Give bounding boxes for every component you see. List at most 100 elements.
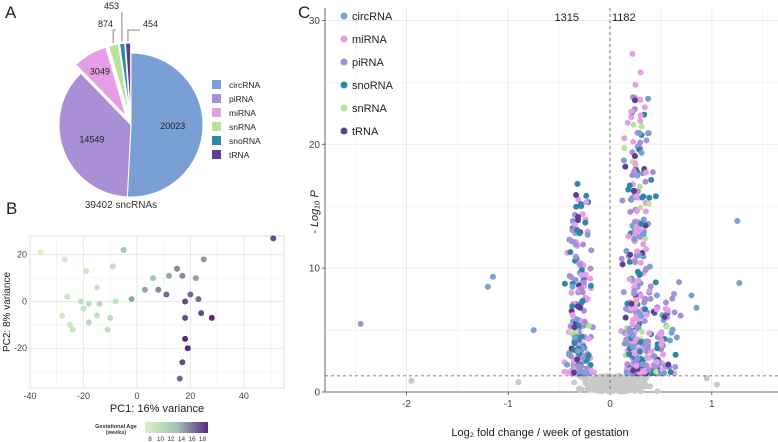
pca-point xyxy=(166,272,173,279)
volcano-point-piRNA xyxy=(643,137,650,144)
pca-point xyxy=(80,305,87,312)
pca-x-tick-label: 20 xyxy=(185,391,195,401)
legend-swatch-snoRNA xyxy=(212,136,221,145)
volcano-point-circRNA xyxy=(573,316,580,323)
pca-point xyxy=(149,275,156,282)
volcano-point-circRNA xyxy=(669,326,676,333)
volcano-point-piRNA xyxy=(672,364,679,371)
volcano-point-tRNA xyxy=(574,356,581,363)
volcano-point-snoRNA xyxy=(648,176,655,183)
volcano-x-tick-label: 1 xyxy=(709,399,715,410)
volcano-point-piRNA xyxy=(566,272,573,279)
pca-grid xyxy=(29,236,284,388)
volcano-point-piRNA xyxy=(642,295,649,302)
volcano-point-piRNA xyxy=(649,169,656,176)
volcano-point-piRNA xyxy=(631,287,638,294)
pca-point xyxy=(109,263,116,270)
volcano-point-miRNA xyxy=(633,296,640,303)
pca-point xyxy=(67,321,74,328)
volcano-point-miRNA xyxy=(628,305,635,312)
volcano-point-miRNA xyxy=(664,307,671,314)
volcano-point-snoRNA xyxy=(638,220,645,227)
volcano-point-piRNA xyxy=(647,283,654,290)
volcano-legend-label-piRNA: piRNA xyxy=(352,57,384,69)
volcano-point-snRNA xyxy=(630,121,637,128)
volcano-point-piRNA xyxy=(676,279,683,286)
volcano-point-snoRNA xyxy=(587,282,594,289)
volcano-point-circRNA xyxy=(639,231,646,238)
colorbar-gradient xyxy=(145,422,208,433)
volcano-point-circRNA xyxy=(566,351,573,358)
pca-point xyxy=(174,265,181,272)
volcano-point-nonsignificant xyxy=(571,379,578,386)
volcano-point-nonsignificant xyxy=(621,376,628,383)
pca-point xyxy=(182,335,189,342)
volcano-point-miRNA xyxy=(579,211,586,218)
volcano-point-circRNA xyxy=(693,304,700,311)
volcano-point-piRNA xyxy=(578,285,585,292)
volcano-y-tick-label: 0 xyxy=(314,388,320,399)
volcano-point-snoRNA xyxy=(639,194,646,201)
volcano-point-nonsignificant xyxy=(594,382,601,389)
volcano-point-snoRNA xyxy=(574,226,581,233)
pca-x-tick-label: 40 xyxy=(239,391,249,401)
volcano-point-miRNA xyxy=(653,306,660,313)
volcano-point-piRNA xyxy=(622,305,629,312)
volcano-point-miRNA xyxy=(637,293,644,300)
volcano-point-nonsignificant xyxy=(627,379,634,386)
pca-point xyxy=(120,247,127,254)
pca-point xyxy=(85,300,92,307)
volcano-x-tick-label: -2 xyxy=(402,399,411,410)
volcano-point-circRNA xyxy=(564,361,571,368)
volcano-point-circRNA xyxy=(630,343,637,350)
volcano-point-circRNA xyxy=(666,337,673,344)
volcano-point-nonsignificant xyxy=(647,383,654,390)
volcano-point-miRNA xyxy=(591,369,598,376)
pie-legend: circRNA piRNA miRNA snRNA snoRNA tRNA xyxy=(212,80,261,160)
volcano-point-piRNA xyxy=(645,366,652,373)
volcano-point-nonsignificant xyxy=(631,387,638,394)
volcano-point-snRNA xyxy=(638,328,645,335)
volcano-x-tick-label: -1 xyxy=(504,399,513,410)
volcano-point-snRNA xyxy=(572,328,579,335)
legend-label-snoRNA: snoRNA xyxy=(229,136,261,146)
volcano-point-piRNA xyxy=(647,295,654,302)
volcano-legend-dot-snoRNA xyxy=(340,81,348,89)
volcano-point-miRNA xyxy=(561,368,568,375)
pca-x-axis-label: PC1: 16% variance xyxy=(110,403,204,415)
volcano-point-snoRNA xyxy=(567,249,574,256)
colorbar-subtitle: (weeks) xyxy=(106,430,126,436)
volcano-point-circRNA xyxy=(571,334,578,341)
volcano-point-piRNA xyxy=(588,247,595,254)
pca-points xyxy=(37,235,277,382)
volcano-point-nonsignificant xyxy=(703,375,710,382)
pca-point xyxy=(163,291,170,298)
volcano-point-miRNA xyxy=(571,221,578,228)
pca-point xyxy=(128,296,135,303)
volcano-point-snoRNA xyxy=(636,348,643,355)
pie-slice-tRNA xyxy=(124,42,132,116)
colorbar-tick-label: 10 xyxy=(157,436,165,442)
volcano-point-nonsignificant xyxy=(598,375,605,382)
volcano-point-miRNA xyxy=(643,311,650,318)
volcano-point-circRNA xyxy=(661,370,668,377)
volcano-point-circRNA xyxy=(489,273,496,280)
pca-plot: -40 -20 0 20 40 -20 0 20 PC1: 16% variance PC2:… xyxy=(2,235,285,415)
volcano-point-snRNA xyxy=(638,123,645,130)
pie-value-label: 453 xyxy=(104,1,119,11)
colorbar-tick-label: 14 xyxy=(178,436,186,442)
volcano-point-piRNA xyxy=(580,241,587,248)
volcano-point-miRNA xyxy=(624,119,631,126)
legend-label-piRNA: piRNA xyxy=(229,94,254,104)
volcano-point-miRNA xyxy=(643,246,650,253)
pca-x-tick-label: 0 xyxy=(134,391,139,401)
volcano-point-miRNA xyxy=(633,193,640,200)
volcano-point-miRNA xyxy=(637,112,644,119)
volcano-point-snoRNA xyxy=(667,369,674,376)
pca-point xyxy=(179,272,186,279)
volcano-legend-dot-circRNA xyxy=(340,12,348,20)
volcano-point-miRNA xyxy=(628,108,635,115)
volcano-legend: circRNA miRNA piRNA snoRNA snRNA tRNA xyxy=(340,11,394,138)
volcano-points xyxy=(357,50,743,395)
